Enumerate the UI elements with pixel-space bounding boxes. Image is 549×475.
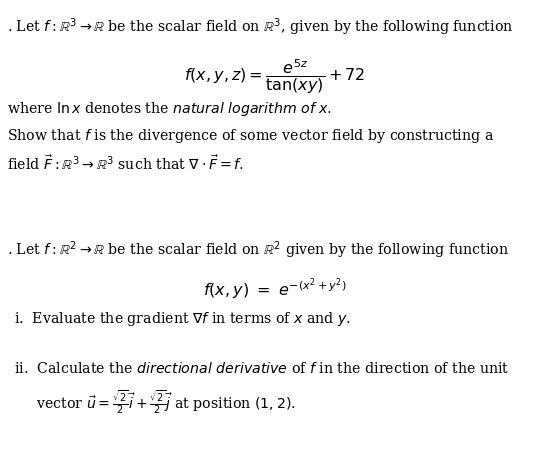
- Text: field $\vec{F} : \mathbb{R}^3 \to \mathbb{R}^3$ such that $\nabla \cdot \vec{F} : field $\vec{F} : \mathbb{R}^3 \to \mathb…: [7, 154, 244, 173]
- Text: Show that $f$ is the divergence of some vector field by constructing a: Show that $f$ is the divergence of some …: [7, 127, 494, 145]
- Text: $f(x, y, z) = \dfrac{e^{5z}}{\tan(xy)} + 72$: $f(x, y, z) = \dfrac{e^{5z}}{\tan(xy)} +…: [184, 57, 365, 95]
- Text: vector $\vec{u} = \frac{\sqrt{2}}{2}\vec{i} + \frac{\sqrt{2}}{2}\vec{j}$ at posi: vector $\vec{u} = \frac{\sqrt{2}}{2}\vec…: [14, 389, 296, 416]
- Text: where $\ln x$ denotes the $\it{natural\ logarithm\ of\ x}$.: where $\ln x$ denotes the $\it{natural\ …: [7, 100, 332, 118]
- Text: i.  Evaluate the gradient $\nabla f$ in terms of $x$ and $y$.: i. Evaluate the gradient $\nabla f$ in t…: [14, 310, 351, 328]
- Text: . Let $f : \mathbb{R}^2 \to \mathbb{R}$ be the scalar field on $\mathbb{R}^2$ gi: . Let $f : \mathbb{R}^2 \to \mathbb{R}$ …: [7, 240, 509, 261]
- Text: ii.  Calculate the $\it{directional\ derivative}$ of $f$ in the direction of the: ii. Calculate the $\it{directional\ deri…: [14, 361, 509, 376]
- Text: $f(x, y) \ = \ e^{-(x^2+y^2)}$: $f(x, y) \ = \ e^{-(x^2+y^2)}$: [203, 276, 346, 302]
- Text: . Let $f : \mathbb{R}^3 \to \mathbb{R}$ be the scalar field on $\mathbb{R}^3$, g: . Let $f : \mathbb{R}^3 \to \mathbb{R}$ …: [7, 17, 513, 38]
